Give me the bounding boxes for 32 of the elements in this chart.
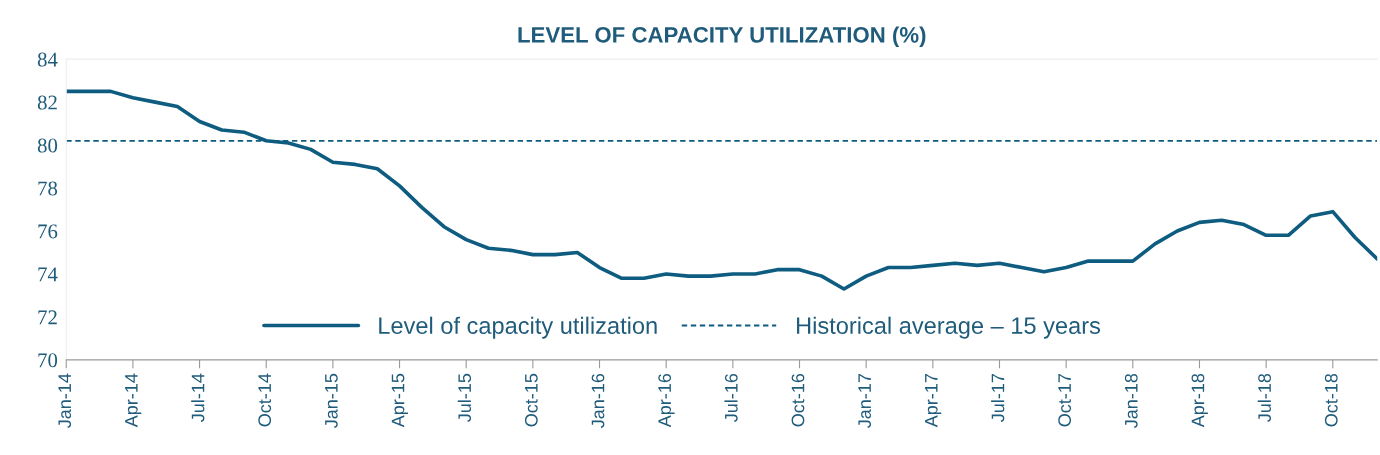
line-series xyxy=(66,89,1378,291)
x-tick-label: Oct-18 xyxy=(1324,373,1338,427)
x-tick-label: Jul-17 xyxy=(991,374,1005,422)
x-tick-label: Jan-16 xyxy=(591,373,605,429)
x-tick-label: Oct-17 xyxy=(1058,374,1071,427)
y-tick-label: 70 xyxy=(38,353,58,368)
x-tick-label: Jan-18 xyxy=(1124,373,1138,429)
x-tick-label: Oct-15 xyxy=(524,373,538,427)
y-tick-label: 74 xyxy=(38,267,58,282)
x-tick-label: Apr-17 xyxy=(925,374,942,428)
legend-label: Level of capacity utilization xyxy=(379,316,657,339)
x-tick-label: Jan-14 xyxy=(58,373,72,429)
x-tick-label: Jul-16 xyxy=(724,373,738,422)
y-tick-label: 82 xyxy=(37,95,57,110)
x-tick-label: Jan-15 xyxy=(325,373,338,429)
y-tick-label: 80 xyxy=(37,138,58,153)
legend-label: Historical average – 15 years xyxy=(797,316,1101,339)
x-tick-label: Jul-18 xyxy=(1257,373,1271,422)
x-tick-label: Apr-14 xyxy=(125,373,142,428)
x-tick-label: Oct-16 xyxy=(791,373,805,427)
x-tick-label: Oct-14 xyxy=(258,373,272,427)
x-tick-label: Jul-14 xyxy=(191,373,205,422)
y-tick-label: 76 xyxy=(38,224,58,239)
x-tick-label: Apr-15 xyxy=(391,373,408,428)
x-tick-label: Jan-17 xyxy=(858,374,872,429)
y-tick-label: 72 xyxy=(38,310,57,325)
x-tick-label: Jul-15 xyxy=(457,373,472,422)
chart-title: LEVEL OF CAPACITY UTILIZATION (%) xyxy=(518,26,926,48)
y-tick-label: 84 xyxy=(37,52,58,67)
x-tick-label: Apr-16 xyxy=(658,373,675,428)
x-tick-label: Apr-18 xyxy=(1191,373,1208,428)
y-tick-label: 78 xyxy=(38,181,58,196)
